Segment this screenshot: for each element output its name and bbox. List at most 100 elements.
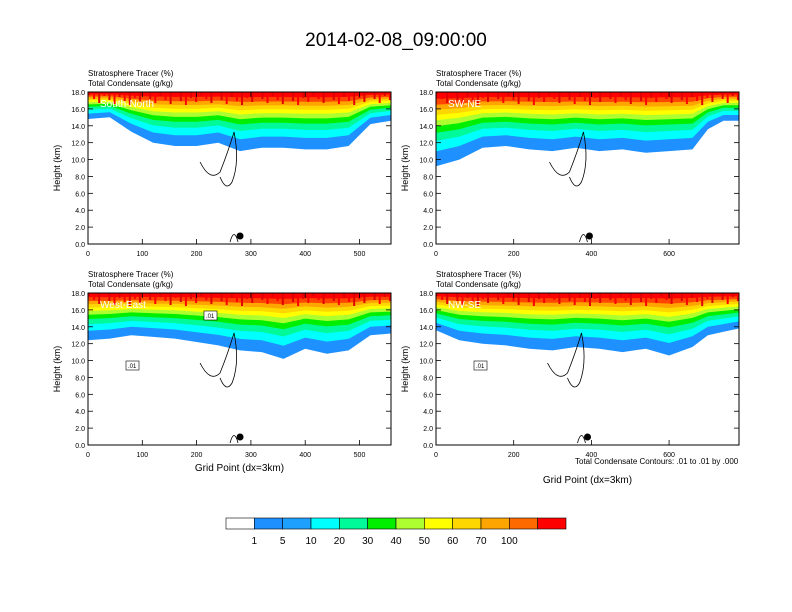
x-tick-label: 200	[508, 251, 520, 258]
tracer-streak	[266, 293, 269, 304]
tracer-streak	[200, 92, 203, 95]
tracer-streak	[441, 92, 444, 99]
tracer-streak	[251, 293, 254, 303]
condensate-contour	[577, 435, 586, 444]
tracer-streak	[476, 293, 479, 306]
tracer-streak	[322, 92, 325, 103]
tracer-streak	[594, 293, 597, 299]
tracer-streak	[149, 293, 152, 300]
tracer-streak	[154, 92, 157, 103]
tracer-streak	[139, 293, 141, 303]
tracer-streak	[471, 293, 474, 302]
tracer-streak	[368, 92, 371, 95]
tracer-streak	[337, 92, 340, 104]
y-tick-label: 8.0	[423, 375, 433, 382]
tracer-streak	[190, 92, 192, 98]
tracer-streak	[373, 293, 376, 300]
tracer-streak	[650, 293, 653, 299]
y-tick-label: 14.0	[71, 124, 85, 131]
y-tick-label: 4.0	[75, 409, 85, 416]
tracer-streak	[629, 293, 632, 305]
tracer-streak	[230, 293, 233, 298]
x-tick-label: 400	[299, 251, 311, 258]
y-tick-label: 6.0	[75, 191, 85, 198]
tracer-streak	[675, 293, 678, 297]
tracer-streak	[297, 92, 300, 105]
y-tick-label: 8.0	[423, 174, 433, 181]
tracer-streak	[614, 92, 617, 103]
tracer-streak	[139, 92, 141, 102]
condensate-contour	[199, 332, 237, 388]
tracer-streak	[599, 293, 602, 303]
x-tick-label: 300	[245, 452, 257, 459]
y-tick-label: 14.0	[71, 325, 85, 332]
tracer-streak	[609, 293, 612, 300]
y-tick-label: 10.0	[419, 158, 433, 165]
y-axis-label: Height (km)	[52, 346, 62, 393]
tracer-streak	[261, 293, 264, 300]
colorbar-level-label: 50	[418, 536, 430, 547]
y-tick-label: 16.0	[71, 308, 85, 315]
tracer-streak	[701, 92, 704, 105]
tracer-streak	[88, 293, 90, 296]
tracer-streak	[322, 293, 325, 304]
tracer-streak	[583, 293, 586, 302]
colorbar-level-label: 100	[500, 536, 518, 547]
tracer-streak	[179, 293, 182, 302]
tracer-streak	[230, 92, 233, 97]
tracer-streak	[461, 92, 464, 104]
y-tick-label: 4.0	[423, 409, 433, 416]
x-tick-label: 500	[354, 452, 366, 459]
tracer-streak	[307, 92, 310, 102]
tracer-band	[436, 92, 739, 99]
tracer-streak	[573, 92, 576, 104]
y-tick-label: 12.0	[71, 342, 85, 349]
tracer-streak	[624, 92, 627, 100]
tracer-streak	[383, 293, 386, 297]
tracer-streak	[492, 293, 495, 296]
tracer-streak	[220, 293, 223, 301]
location-marker	[584, 433, 591, 441]
tracer-streak	[543, 92, 546, 102]
tracer-streak	[436, 293, 438, 296]
tracer-streak	[522, 92, 525, 97]
tracer-streak	[246, 293, 249, 299]
tracer-streak	[302, 92, 305, 98]
left-title-condensate: Total Condensate (g/kg)	[436, 280, 521, 289]
condensate-contour	[199, 131, 237, 187]
tracer-streak	[548, 92, 551, 95]
tracer-streak	[624, 293, 627, 301]
tracer-streak	[256, 293, 259, 296]
x-tick-label: 0	[86, 251, 90, 258]
tracer-streak	[680, 293, 683, 301]
y-tick-label: 8.0	[75, 174, 85, 181]
tracer-streak	[378, 293, 381, 304]
condensate-contour	[579, 234, 588, 243]
contour-note: Total Condensate Contours: .01 to .01 by…	[575, 457, 739, 466]
y-tick-label: 0.0	[75, 242, 85, 249]
y-tick-label: 6.0	[75, 392, 85, 399]
tracer-streak	[281, 92, 284, 104]
condensate-contour	[549, 131, 587, 187]
tracer-streak	[731, 293, 734, 297]
tracer-streak	[241, 293, 243, 306]
x-tick-label: 400	[299, 452, 311, 459]
location-marker	[236, 433, 244, 441]
tracer-streak	[98, 293, 101, 304]
x-axis-label: Grid Point (dx=3km)	[195, 463, 284, 474]
tracer-streak	[312, 293, 315, 296]
tracer-streak	[210, 293, 213, 304]
tracer-streak	[276, 293, 279, 301]
tracer-streak	[246, 92, 249, 98]
y-tick-label: 4.0	[423, 208, 433, 215]
tracer-streak	[578, 293, 581, 298]
tracer-streak	[164, 293, 167, 301]
y-tick-label: 16.0	[419, 107, 433, 114]
tracer-band	[436, 293, 739, 299]
tracer-streak	[271, 293, 274, 297]
colorbar-level-label: 5	[279, 536, 286, 547]
tracer-streak	[721, 293, 724, 300]
tracer-streak	[471, 92, 474, 101]
tracer-streak	[558, 293, 561, 304]
tracer-streak	[353, 92, 356, 105]
